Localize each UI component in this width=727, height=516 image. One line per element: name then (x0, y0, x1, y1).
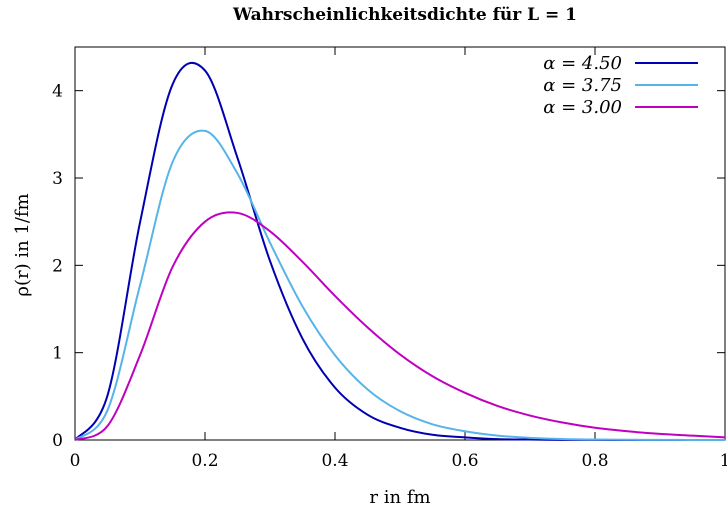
legend: α = 4.50α = 3.75α = 3.00 (543, 53, 698, 118)
x-tick-label: 0 (70, 451, 81, 471)
x-tick-label: 0.2 (191, 451, 218, 471)
plot-frame (74, 46, 726, 441)
legend-label-1: α = 4.50 (543, 53, 622, 74)
axis-ticks (74, 47, 726, 441)
series-line-3 (74, 211, 726, 441)
legend-label-3: α = 3.00 (543, 97, 622, 118)
x-axis-label: r in fm (369, 487, 430, 508)
x-tick-label: 1 (720, 451, 727, 471)
y-axis-label: ρ(r) in 1/fm (12, 193, 33, 296)
y-tick-label: 0 (52, 431, 63, 451)
series-line-1 (74, 61, 726, 441)
series-lines (74, 61, 726, 441)
series-line-2 (74, 129, 726, 441)
y-tick-label: 2 (52, 256, 63, 276)
y-tick-label: 4 (52, 82, 63, 102)
x-tick-label: 0.6 (451, 451, 478, 471)
x-tick-label: 0.4 (321, 451, 348, 471)
y-tick-label: 3 (52, 169, 63, 189)
legend-label-2: α = 3.75 (543, 75, 622, 96)
tick-labels: 0 0.2 0.4 0.6 0.8 1 0 1 2 3 4 (52, 82, 727, 471)
y-tick-label: 1 (52, 344, 63, 364)
x-tick-label: 0.8 (581, 451, 608, 471)
chart-title: Wahrscheinlichkeitsdichte für L = 1 (232, 5, 577, 25)
